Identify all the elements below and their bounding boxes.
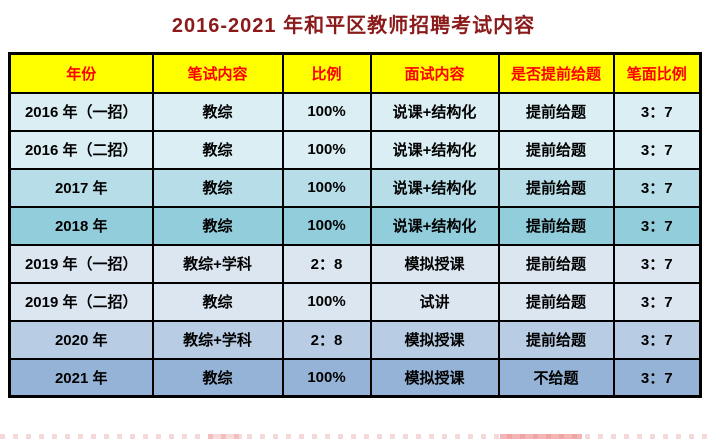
table-cell: 3：7 bbox=[612, 129, 702, 170]
table-cell: 提前给题 bbox=[497, 167, 615, 208]
table-cell: 2017 年 bbox=[8, 167, 154, 208]
table-row: 2016 年（一招） 教综 100% 说课+结构化 提前给题 3：7 bbox=[8, 91, 702, 132]
table-cell: 3：7 bbox=[612, 243, 702, 284]
watermark-blot bbox=[500, 434, 582, 439]
table-cell: 2：8 bbox=[281, 319, 372, 360]
table-header: 年份 笔试内容 比例 面试内容 是否提前给题 笔面比例 bbox=[8, 52, 702, 94]
table-row: 2019 年（二招） 教综 100% 试讲 提前给题 3：7 bbox=[8, 281, 702, 322]
table-row: 2017 年教综 100% 说课+结构化 提前给题 3：7 bbox=[8, 167, 702, 208]
table-row: 2019 年（一招） 教综+学科 2：8 模拟授课 提前给题 3：7 bbox=[8, 243, 702, 284]
header-cell: 比例 bbox=[281, 52, 372, 94]
header-cell: 笔面比例 bbox=[612, 52, 702, 94]
header-cell: 笔试内容 bbox=[151, 52, 284, 94]
table-cell: 100% bbox=[281, 91, 372, 132]
table-cell: 提前给题 bbox=[497, 205, 615, 246]
table-cell: 教综 bbox=[151, 205, 284, 246]
table-cell: 提前给题 bbox=[497, 243, 615, 284]
table-cell: 2：8 bbox=[281, 243, 372, 284]
table-cell: 提前给题 bbox=[497, 281, 615, 322]
table-row: 2020 年教综+学科 2：8 模拟授课 提前给题 3：7 bbox=[8, 319, 702, 360]
table-body: 2016 年（一招） 教综 100% 说课+结构化 提前给题 3：7 2016 年（二招）教… bbox=[8, 91, 702, 398]
table-row: 2021 年教综 100% 模拟授课 不给题 3：7 bbox=[8, 357, 702, 398]
table-cell: 100% bbox=[281, 281, 372, 322]
table-cell: 模拟授课 bbox=[369, 357, 500, 398]
table-cell: 3：7 bbox=[612, 319, 702, 360]
table-cell: 说课+结构化 bbox=[369, 129, 500, 170]
table-cell: 提前给题 bbox=[497, 319, 615, 360]
table-cell: 2016 年（一招） bbox=[8, 91, 154, 132]
table-cell: 3：7 bbox=[612, 281, 702, 322]
table-cell: 教综 bbox=[151, 167, 284, 208]
table-cell: 教综 bbox=[151, 91, 284, 132]
table-cell: 提前给题 bbox=[497, 91, 615, 132]
watermark-strip bbox=[0, 434, 707, 439]
table-cell: 教综 bbox=[151, 129, 284, 170]
watermark-blot bbox=[208, 434, 242, 439]
table-cell: 2019 年（一招） bbox=[8, 243, 154, 284]
table-cell: 2019 年（二招） bbox=[8, 281, 154, 322]
header-cell: 面试内容 bbox=[369, 52, 500, 94]
table-cell: 不给题 bbox=[497, 357, 615, 398]
header-row: 年份 笔试内容 比例 面试内容 是否提前给题 笔面比例 bbox=[8, 52, 702, 94]
table-cell: 3：7 bbox=[612, 167, 702, 208]
table-cell: 2018 年 bbox=[8, 205, 154, 246]
table-row: 2016 年（二招） 教综 100% 说课+结构化 提前给题 3：7 bbox=[8, 129, 702, 170]
table-cell: 100% bbox=[281, 205, 372, 246]
table-cell: 2020 年 bbox=[8, 319, 154, 360]
header-cell: 是否提前给题 bbox=[497, 52, 615, 94]
table-cell: 模拟授课 bbox=[369, 243, 500, 284]
table-cell: 教综 bbox=[151, 357, 284, 398]
table-cell: 100% bbox=[281, 129, 372, 170]
table-row: 2018 年教综 100% 说课+结构化 提前给题 3：7 bbox=[8, 205, 702, 246]
table-cell: 教综+学科 bbox=[151, 243, 284, 284]
exam-table: 年份 笔试内容 比例 面试内容 是否提前给题 笔面比例 2016 年（一招） 教综 100% 说… bbox=[8, 52, 702, 398]
table-cell: 3：7 bbox=[612, 205, 702, 246]
table-cell: 提前给题 bbox=[497, 129, 615, 170]
header-cell: 年份 bbox=[8, 52, 154, 94]
table-cell: 说课+结构化 bbox=[369, 167, 500, 208]
table-cell: 3：7 bbox=[612, 91, 702, 132]
table-cell: 说课+结构化 bbox=[369, 205, 500, 246]
table-cell: 教综+学科 bbox=[151, 319, 284, 360]
table-cell: 100% bbox=[281, 167, 372, 208]
table-cell: 3：7 bbox=[612, 357, 702, 398]
table-cell: 说课+结构化 bbox=[369, 91, 500, 132]
table-cell: 2021 年 bbox=[8, 357, 154, 398]
table-cell: 教综 bbox=[151, 281, 284, 322]
table-cell: 100% bbox=[281, 357, 372, 398]
table-cell: 试讲 bbox=[369, 281, 500, 322]
table-cell: 2016 年（二招） bbox=[8, 129, 154, 170]
table-cell: 模拟授课 bbox=[369, 319, 500, 360]
page-title: 2016-2021 年和平区教师招聘考试内容 bbox=[171, 15, 536, 37]
